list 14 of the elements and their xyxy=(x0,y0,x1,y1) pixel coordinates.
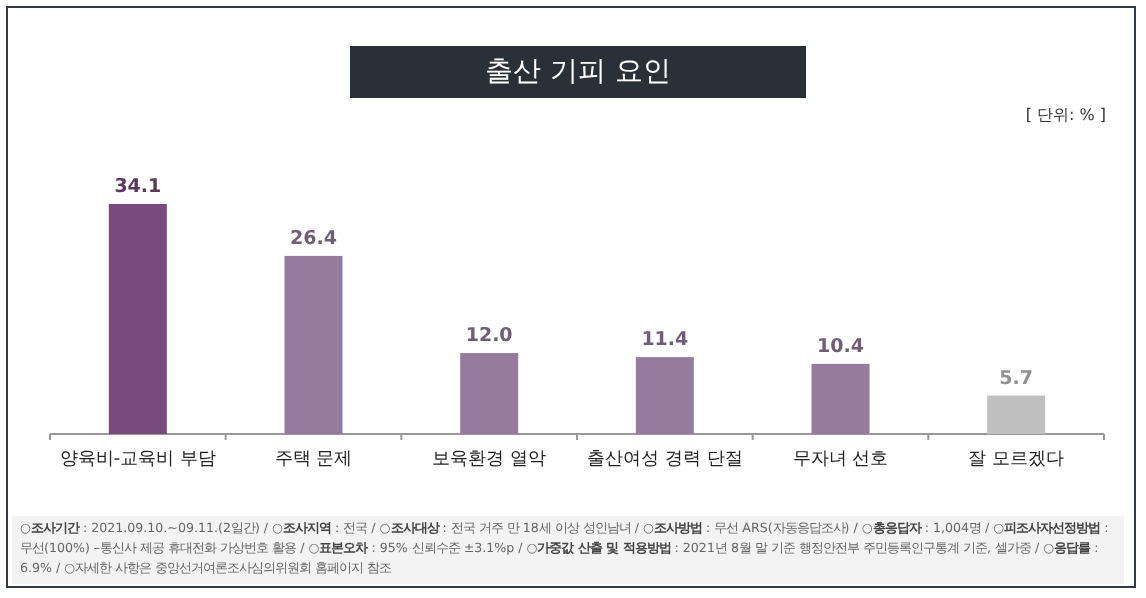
data-label: 5.7 xyxy=(999,367,1034,390)
data-label: 26.4 xyxy=(290,227,338,250)
subtitle: [ 단위: % ] xyxy=(1025,104,1106,126)
x-tick-label: 잘 모르겠다 xyxy=(968,450,1065,470)
x-tick-label: 주택 문제 xyxy=(274,450,353,470)
data-label: 10.4 xyxy=(817,335,865,358)
x-tick-label: 출산여성 경력 단절 xyxy=(587,450,743,470)
x-tick-label: 보육환경 열악 xyxy=(432,450,547,470)
x-tick-label: 양육비-교육비 부담 xyxy=(59,450,216,470)
data-label: 12.0 xyxy=(465,325,514,348)
data-label: 11.4 xyxy=(641,329,690,352)
x-tick-label: 무자녀 선호 xyxy=(792,450,889,470)
title: 출산 기피 요인 xyxy=(350,46,806,98)
data-label: 34.1 xyxy=(114,176,162,198)
